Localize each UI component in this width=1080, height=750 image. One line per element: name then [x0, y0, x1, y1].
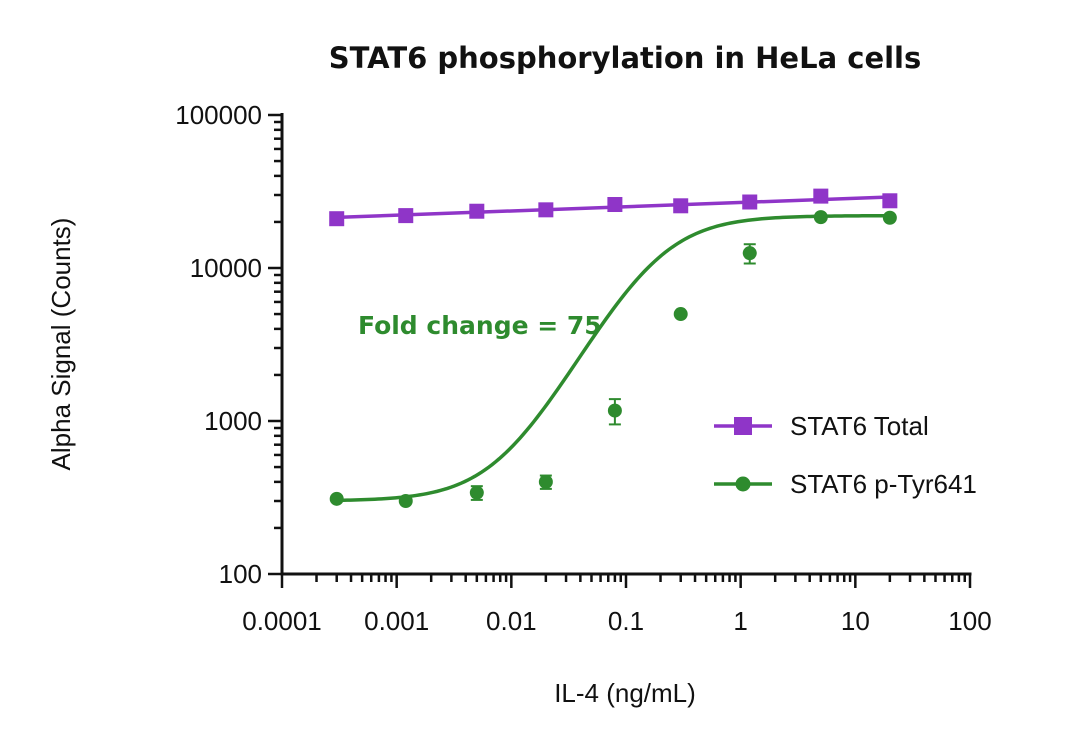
data-point-stat6-p-tyr641 [813, 210, 828, 225]
legend-marker-stat6-total [734, 417, 752, 435]
data-point-stat6-total [673, 198, 689, 214]
x-tick-label: 100 [948, 606, 991, 636]
y-tick-label: 100000 [175, 100, 262, 130]
data-point-stat6-total [469, 203, 485, 219]
fit-curves [336, 195, 890, 503]
y-tick-label: 1000 [204, 406, 262, 436]
fold-change-annotation: Fold change = 75 [358, 311, 602, 340]
legend: STAT6 Total STAT6 p-Tyr641 [714, 411, 977, 499]
legend-label-stat6-total: STAT6 Total [790, 411, 929, 441]
x-tick-label: 0.01 [486, 606, 537, 636]
data-point-stat6-total [398, 208, 414, 224]
x-tick-label: 10 [841, 606, 870, 636]
data-point-stat6-p-tyr641 [398, 494, 413, 509]
data-point-stat6-total [813, 188, 829, 204]
data-markers [329, 188, 898, 509]
y-tick-label: 10000 [190, 253, 262, 283]
data-point-stat6-p-tyr641 [538, 474, 553, 489]
data-point-stat6-p-tyr641 [607, 403, 622, 418]
fit-curve-stat6-p-tyr641 [336, 213, 890, 503]
data-point-stat6-p-tyr641 [742, 246, 757, 261]
data-point-stat6-total [607, 197, 623, 213]
legend-marker-stat6-p-tyr641 [735, 476, 751, 492]
x-axis-label: IL-4 (ng/mL) [554, 678, 696, 708]
x-tick-label: 0.001 [364, 606, 429, 636]
y-tick-label: 100 [219, 559, 262, 589]
data-point-stat6-p-tyr641 [882, 210, 897, 225]
data-point-stat6-p-tyr641 [673, 307, 688, 322]
legend-label-stat6-p-tyr641: STAT6 p-Tyr641 [790, 469, 977, 499]
data-point-stat6-total [538, 202, 554, 218]
x-tick-label: 0.0001 [242, 606, 322, 636]
data-point-stat6-p-tyr641 [329, 491, 344, 506]
data-point-stat6-total [882, 193, 898, 209]
y-axis-label: Alpha Signal (Counts) [46, 218, 76, 471]
chart-title: STAT6 phosphorylation in HeLa cells [329, 41, 922, 75]
data-point-stat6-total [329, 211, 345, 227]
x-tick-label: 0.1 [608, 606, 644, 636]
data-point-stat6-p-tyr641 [469, 485, 484, 500]
x-tick-label: 1 [733, 606, 747, 636]
data-point-stat6-total [742, 194, 758, 210]
axes: 0.0001 0.001 0.01 0.1 1 10 100 100 1000 10000 1000… [175, 100, 991, 636]
